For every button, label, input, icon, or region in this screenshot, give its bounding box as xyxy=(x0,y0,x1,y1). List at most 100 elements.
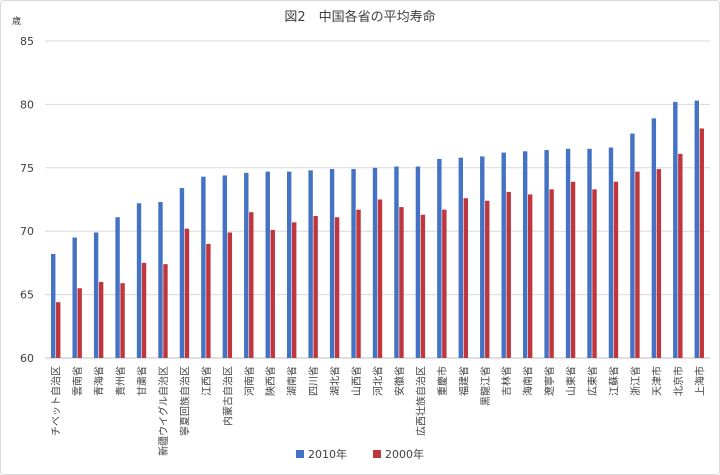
bar-2010 xyxy=(394,166,399,358)
bar-2010 xyxy=(286,171,292,358)
legend-label: 2000年 xyxy=(385,447,424,461)
bar-2000 xyxy=(56,302,61,358)
x-tick-label: 吉林省 xyxy=(500,366,513,396)
x-tick-label: 上海市 xyxy=(693,366,706,396)
y-tick-label: 70 xyxy=(20,225,34,238)
y-tick-label: 75 xyxy=(20,162,34,175)
bar-2010 xyxy=(265,171,270,358)
bar-2010 xyxy=(72,237,77,358)
x-tick-label: 湖南省 xyxy=(286,366,299,396)
x-tick-label: 北京市 xyxy=(672,366,685,396)
bar-2010 xyxy=(565,148,571,358)
bar-2000 xyxy=(656,169,662,358)
bar-2000 xyxy=(506,191,511,358)
bars xyxy=(51,100,704,359)
x-tick-label: 安徽省 xyxy=(393,366,406,396)
bar-2000 xyxy=(163,264,168,358)
x-tick-label: 広西壮族自治区 xyxy=(414,366,427,436)
x-tick-label: 天津市 xyxy=(650,366,663,396)
bar-2010 xyxy=(458,157,464,358)
x-tick-label: 広東省 xyxy=(586,366,599,396)
bar-2010 xyxy=(244,172,249,358)
bar-2010 xyxy=(136,203,142,358)
bar-2000 xyxy=(463,198,469,358)
x-tick-label: 青海省 xyxy=(93,366,106,396)
bar-2010 xyxy=(694,100,699,358)
bar-2000 xyxy=(291,222,297,358)
bar-2010 xyxy=(522,151,528,358)
bar-2010 xyxy=(93,232,99,358)
bar-2010 xyxy=(608,147,614,358)
x-tick-label: 重慶市 xyxy=(436,366,449,396)
bar-2010 xyxy=(372,167,378,358)
bar-2010 xyxy=(115,217,120,358)
bar-2000 xyxy=(98,281,104,358)
bar-2000 xyxy=(77,288,82,358)
bar-2010 xyxy=(651,118,657,359)
x-tick-label: 四川省 xyxy=(307,366,320,396)
y-tick-label: 60 xyxy=(20,352,34,365)
bar-2010 xyxy=(415,166,421,358)
x-tick-label: 福建省 xyxy=(457,366,470,396)
bar-2000 xyxy=(249,212,254,358)
bar-2000 xyxy=(678,153,683,358)
bar-2000 xyxy=(377,199,383,358)
gridlines xyxy=(45,40,710,359)
bar-2000 xyxy=(313,215,318,358)
x-tick-label: 新疆ウイグル自治区 xyxy=(157,366,170,456)
x-tick-label: 黒龍江省 xyxy=(479,366,492,406)
legend-swatch xyxy=(373,450,381,458)
bar-2000 xyxy=(420,214,426,358)
bar-2010 xyxy=(222,175,228,358)
bar-2010 xyxy=(51,254,56,358)
bar-2000 xyxy=(356,209,361,358)
x-tick-label: 海南省 xyxy=(522,366,535,396)
bar-2010 xyxy=(544,150,549,358)
y-axis-ticks: 60 65 70 75 80 85 xyxy=(20,35,34,365)
x-tick-label: 内蒙古自治区 xyxy=(221,366,234,426)
bar-2010 xyxy=(179,188,185,358)
x-tick-label: 江蘇省 xyxy=(607,366,620,396)
y-axis-unit-label: 歳 xyxy=(12,15,21,27)
x-tick-label: 貴州省 xyxy=(114,366,127,396)
bar-2010 xyxy=(501,152,506,358)
x-tick-label: 雲南省 xyxy=(71,366,84,396)
bar-2000 xyxy=(549,189,554,358)
bar-2000 xyxy=(592,189,597,358)
bar-2000 xyxy=(613,181,619,358)
x-tick-label: 陝西省 xyxy=(264,366,277,396)
bar-2010 xyxy=(437,158,442,358)
legend-label: 2010年 xyxy=(308,447,347,461)
bar-2010 xyxy=(329,169,335,358)
bar-2010 xyxy=(158,202,163,358)
x-tick-label: 遼寧省 xyxy=(543,366,556,396)
x-tick-label: 山西省 xyxy=(350,366,363,396)
y-tick-label: 65 xyxy=(20,289,34,302)
bar-2010 xyxy=(351,169,356,358)
x-axis-labels: チベット自治区 雲南省 青海省 貴州省 甘粛省 新疆ウイグル自治区 寧夏回族自治区 江西省 内蒙… xyxy=(50,366,707,456)
bar-2000 xyxy=(206,243,211,358)
legend: 2010年 2000年 xyxy=(296,447,424,461)
bar-2000 xyxy=(485,200,490,358)
bar-2010 xyxy=(587,148,592,358)
bar-2000 xyxy=(635,171,640,358)
bar-2000 xyxy=(699,128,704,358)
bar-2000 xyxy=(141,262,147,358)
x-tick-label: 河南省 xyxy=(243,366,256,396)
x-tick-label: 湖北省 xyxy=(329,366,342,396)
y-tick-label: 80 xyxy=(20,98,34,111)
bar-2010 xyxy=(480,156,485,358)
bar-2000 xyxy=(334,217,340,358)
x-tick-label: 寧夏回族自治区 xyxy=(178,366,191,436)
bar-2000 xyxy=(227,232,233,358)
x-tick-label: 江西省 xyxy=(200,366,213,396)
x-tick-label: 浙江省 xyxy=(629,366,642,396)
bar-2000 xyxy=(184,228,190,358)
chart-title: 図2 中国各省の平均寿命 xyxy=(284,9,435,25)
y-tick-label: 85 xyxy=(20,35,34,48)
bar-2000 xyxy=(270,229,275,358)
bar-2010 xyxy=(630,133,635,358)
bar-2000 xyxy=(570,181,576,358)
x-tick-label: チベット自治区 xyxy=(50,366,63,436)
